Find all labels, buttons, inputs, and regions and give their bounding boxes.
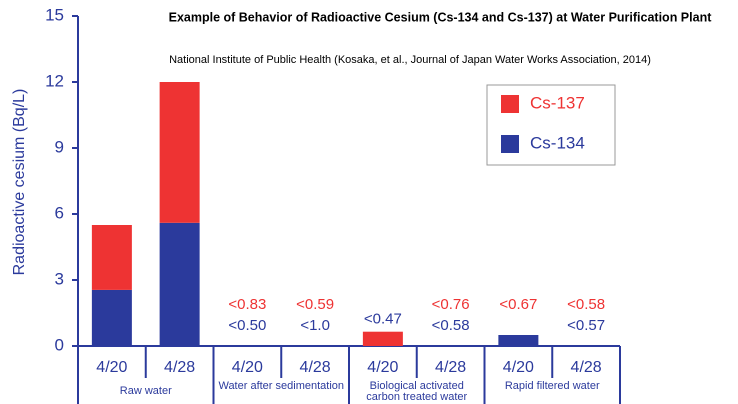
x-tick-label: 4/28: [164, 359, 195, 376]
x-tick-label: 4/20: [367, 359, 398, 376]
x-tick-label: 4/20: [503, 359, 534, 376]
bar-segment: [159, 82, 200, 223]
y-tick-label: 6: [55, 203, 64, 222]
bar-segment: [362, 331, 403, 346]
y-axis-label: Radioactive cesium (Bq/L): [11, 89, 28, 276]
group-label: Raw water: [119, 385, 172, 397]
value-label: <0.67: [499, 296, 537, 313]
value-label: <0.57: [567, 317, 605, 334]
bar-segment: [498, 335, 539, 346]
value-label: <0.59: [296, 296, 334, 313]
y-tick-label: 12: [45, 71, 64, 90]
y-tick-label: 15: [45, 5, 64, 24]
x-tick-label: 4/20: [96, 359, 127, 376]
legend-label: Cs-134: [530, 133, 585, 152]
y-tick-label: 9: [55, 137, 64, 156]
value-label: <1.0: [300, 317, 330, 334]
chart-title: Example of Behavior of Radioactive Cesiu…: [169, 10, 713, 24]
value-label: <0.50: [228, 317, 266, 334]
legend-label: Cs-137: [530, 93, 585, 112]
value-label: <0.47: [364, 311, 402, 328]
y-tick-label: 0: [55, 335, 64, 354]
bar-segment: [91, 289, 132, 346]
bar-segment: [91, 225, 132, 290]
y-tick-label: 3: [55, 269, 64, 288]
value-label: <0.58: [567, 296, 605, 313]
value-label: <0.58: [432, 317, 470, 334]
x-tick-label: 4/28: [571, 359, 602, 376]
bar-segment: [159, 222, 200, 346]
value-label: <0.76: [432, 296, 470, 313]
value-label: <0.83: [228, 296, 266, 313]
group-label: Rapid filtered water: [504, 380, 600, 392]
group-label: Biological activated carbon treated wate…: [366, 380, 468, 403]
chart-subtitle: National Institute of Public Health (Kos…: [169, 54, 651, 66]
x-tick-label: 4/28: [300, 359, 331, 376]
legend-swatch: [501, 95, 519, 113]
legend-swatch: [501, 135, 519, 153]
x-tick-label: 4/28: [435, 359, 466, 376]
group-label: Water after sedimentation: [218, 380, 345, 392]
x-tick-label: 4/20: [232, 359, 263, 376]
